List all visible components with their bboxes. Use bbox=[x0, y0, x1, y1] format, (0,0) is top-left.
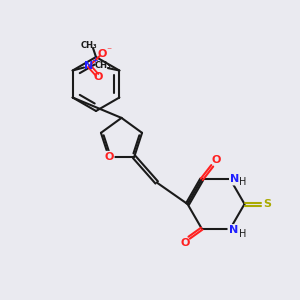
Text: CH₃: CH₃ bbox=[81, 41, 98, 50]
Text: H: H bbox=[239, 229, 247, 239]
Text: N: N bbox=[229, 225, 238, 235]
Text: +: + bbox=[91, 56, 98, 65]
Text: ⁻: ⁻ bbox=[107, 46, 112, 56]
Text: O: O bbox=[181, 238, 190, 248]
Text: O: O bbox=[211, 155, 220, 165]
Text: CH₃: CH₃ bbox=[94, 61, 111, 70]
Text: S: S bbox=[264, 199, 272, 209]
Text: O: O bbox=[98, 49, 107, 59]
Text: N: N bbox=[85, 61, 94, 71]
Text: H: H bbox=[239, 177, 247, 187]
Text: O: O bbox=[93, 71, 103, 82]
Text: N: N bbox=[230, 174, 239, 184]
Text: O: O bbox=[104, 152, 113, 162]
